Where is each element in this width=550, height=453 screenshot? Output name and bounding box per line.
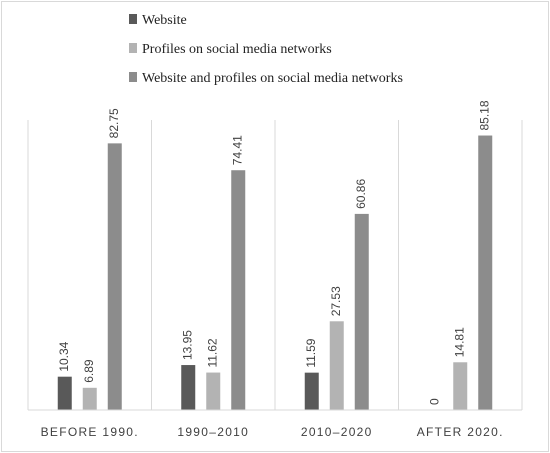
bar-series: [57, 135, 493, 410]
legend-label-2: Profiles on social media networks: [142, 42, 332, 57]
data-label: 11.62: [205, 338, 219, 367]
data-label: 13.95: [180, 330, 194, 360]
bar-1: [304, 372, 319, 410]
bar-3: [354, 213, 369, 410]
data-label: 0: [427, 398, 441, 405]
data-label: 74.41: [230, 135, 244, 165]
bar-2: [453, 362, 468, 410]
bar-1: [57, 376, 72, 410]
category-label: 1990–2010: [177, 425, 249, 439]
data-label: 82.75: [107, 108, 121, 138]
data-label: 14.81: [452, 327, 466, 357]
data-label: 60.86: [354, 179, 368, 209]
bar-2: [329, 321, 344, 410]
category-separators: [27, 120, 523, 410]
chart-legend: Website Profiles on social media networks…: [129, 13, 403, 86]
category-axis-labels: BEFORE 1990. 1990–2010 2010–2020 AFTER 2020…: [41, 425, 504, 439]
bar-1: [181, 365, 196, 410]
data-label: 10.34: [57, 341, 71, 371]
bar-2: [82, 387, 97, 410]
bar-3: [107, 143, 122, 410]
data-label: 27.53: [329, 286, 343, 316]
data-label: 11.59: [304, 338, 318, 367]
bar-3: [478, 135, 493, 410]
bar-3: [231, 170, 246, 410]
data-labels: 10.34 6.89 82.75 13.95 11.62 74.41 11.59 27.53 6…: [57, 100, 492, 405]
category-label: BEFORE 1990.: [41, 425, 139, 439]
data-label: 85.18: [477, 100, 491, 130]
legend-swatch-1: [129, 14, 137, 24]
legend-swatch-3: [129, 72, 137, 82]
data-label: 6.89: [82, 359, 96, 383]
bar-2: [206, 372, 221, 410]
legend-label-1: Website: [142, 13, 187, 28]
legend-label-3: Website and profiles on social media net…: [142, 71, 403, 86]
category-label: AFTER 2020.: [417, 425, 504, 439]
category-label: 2010–2020: [301, 425, 373, 439]
legend-swatch-2: [129, 43, 137, 53]
